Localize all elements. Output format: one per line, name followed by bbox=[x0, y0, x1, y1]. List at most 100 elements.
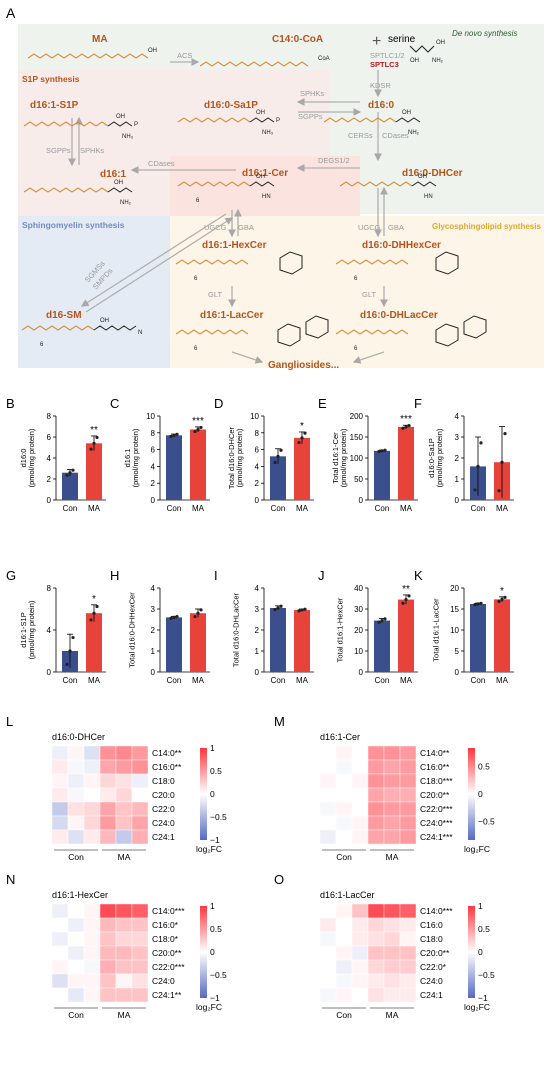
heatmap-cell bbox=[67, 801, 85, 817]
chain-d16-1 bbox=[23, 187, 109, 193]
heatmap-row-label: C24:0 bbox=[152, 976, 175, 986]
x-tick-label: MA bbox=[192, 504, 205, 513]
heatmap-cell bbox=[367, 773, 385, 789]
cer-sub6: 6 bbox=[196, 198, 200, 204]
y-tick-label: 3 bbox=[455, 433, 460, 442]
heatmap-cell bbox=[351, 801, 369, 817]
headgroup-d16-1 bbox=[107, 187, 133, 193]
heatmap-cell bbox=[99, 903, 117, 919]
enzyme-cdases-2: CDases bbox=[148, 159, 175, 168]
heatmap-cell bbox=[399, 987, 417, 1003]
data-point bbox=[175, 432, 179, 436]
chain-ma bbox=[27, 53, 149, 59]
heatmap-cell bbox=[383, 759, 401, 775]
heatmap-cell bbox=[351, 973, 369, 989]
bar-con bbox=[166, 435, 182, 500]
heatmap-cell bbox=[383, 903, 401, 919]
glucose-ring-hexcer bbox=[279, 251, 303, 275]
y-tick-label: 100 bbox=[350, 454, 364, 463]
panel-label-e: E bbox=[318, 396, 327, 411]
heatmap-cell bbox=[367, 829, 385, 845]
data-point bbox=[383, 617, 387, 621]
chain-sa1p bbox=[177, 117, 251, 123]
y-tick-label: 4 bbox=[47, 626, 52, 635]
heatmap-cell bbox=[351, 903, 369, 919]
heatmap-cell bbox=[335, 973, 353, 989]
data-point bbox=[503, 432, 507, 436]
s1p-oh: OH bbox=[116, 114, 125, 120]
data-point bbox=[300, 436, 304, 440]
heatmap-cell bbox=[99, 773, 117, 789]
enzyme-sptlc12: SPTLC1/2 bbox=[370, 51, 405, 60]
x-tick-label: Con bbox=[271, 676, 286, 685]
metabolite-d16-0-dhcer: d16:0-DHCer bbox=[402, 168, 463, 179]
data-point bbox=[377, 449, 381, 454]
group-label-ma: MA bbox=[386, 852, 399, 862]
dhhexcer-sub6: 6 bbox=[354, 276, 358, 282]
metabolite-d16-0-dhhexcer: d16:0-DHHexCer bbox=[362, 240, 441, 251]
heatmap-cell bbox=[335, 759, 353, 775]
bar-con bbox=[374, 620, 390, 672]
data-point bbox=[71, 468, 75, 472]
heatmap-cell bbox=[67, 759, 85, 775]
chain-c14coa bbox=[199, 61, 309, 67]
x-tick-label: MA bbox=[192, 676, 205, 685]
heatmap-cell bbox=[51, 801, 69, 817]
heatmap-row-label: C20:0** bbox=[152, 948, 182, 958]
y-axis-label: Total d16:0-DHLacCer bbox=[231, 592, 240, 667]
heatmap-cell bbox=[399, 801, 417, 817]
panel-label-b: B bbox=[6, 396, 15, 411]
heatmap-cell bbox=[51, 903, 69, 919]
sa1p-nh3: NH₃ bbox=[262, 130, 274, 136]
heatmap-cell bbox=[367, 959, 385, 975]
group-label-ma: MA bbox=[386, 1010, 399, 1020]
heatmap-cell bbox=[351, 917, 369, 933]
chain-d16-0 bbox=[323, 117, 397, 123]
y-tick-label: 10 bbox=[250, 412, 259, 421]
heatmap-row-label: C22:0* bbox=[420, 962, 447, 972]
x-tick-label: Con bbox=[375, 504, 390, 513]
y-tick-label: 20 bbox=[354, 626, 363, 635]
ma-oh-label: OH bbox=[148, 48, 157, 54]
heatmap-cell bbox=[131, 917, 149, 933]
y-tick-label: 0 bbox=[151, 496, 156, 505]
metabolite-gangliosides: Gangliosides... bbox=[268, 360, 339, 371]
heatmap-cell bbox=[335, 787, 353, 803]
heatmap-cell bbox=[383, 829, 401, 845]
data-point bbox=[300, 608, 304, 612]
heatmap-cell bbox=[367, 987, 385, 1003]
heatmap-cell bbox=[99, 945, 117, 961]
heatmap-cell bbox=[99, 917, 117, 933]
heatmap-cell bbox=[99, 801, 117, 817]
colorbar-title: log₂FC bbox=[196, 844, 222, 854]
y-tick-label: 30 bbox=[354, 605, 363, 614]
heatmap-cell bbox=[83, 945, 101, 961]
heatmap-cell bbox=[115, 931, 133, 947]
heatmap-cell bbox=[99, 973, 117, 989]
data-point bbox=[199, 608, 203, 612]
data-point bbox=[169, 434, 173, 438]
data-point bbox=[279, 604, 283, 608]
heatmap-cell bbox=[399, 787, 417, 803]
panel-label-g: G bbox=[6, 568, 16, 583]
data-point bbox=[479, 441, 483, 445]
data-point bbox=[476, 464, 480, 468]
bar-ma bbox=[190, 613, 206, 672]
colorbar-tick-label: 0 bbox=[478, 789, 483, 799]
heatmap-cell bbox=[319, 759, 337, 775]
data-point bbox=[65, 662, 69, 667]
bar-ma bbox=[398, 599, 414, 672]
panel-label-d: D bbox=[214, 396, 223, 411]
y-tick-label: 3 bbox=[151, 605, 156, 614]
data-point bbox=[476, 602, 480, 606]
heatmap-cell bbox=[115, 829, 133, 845]
data-point bbox=[68, 471, 72, 475]
x-tick-label: Con bbox=[271, 504, 286, 513]
metabolite-d16-0: d16:0 bbox=[368, 100, 395, 111]
heatmap-cell bbox=[335, 801, 353, 817]
heatmap-cell bbox=[67, 745, 85, 761]
data-point bbox=[473, 603, 477, 607]
data-point bbox=[199, 425, 203, 430]
